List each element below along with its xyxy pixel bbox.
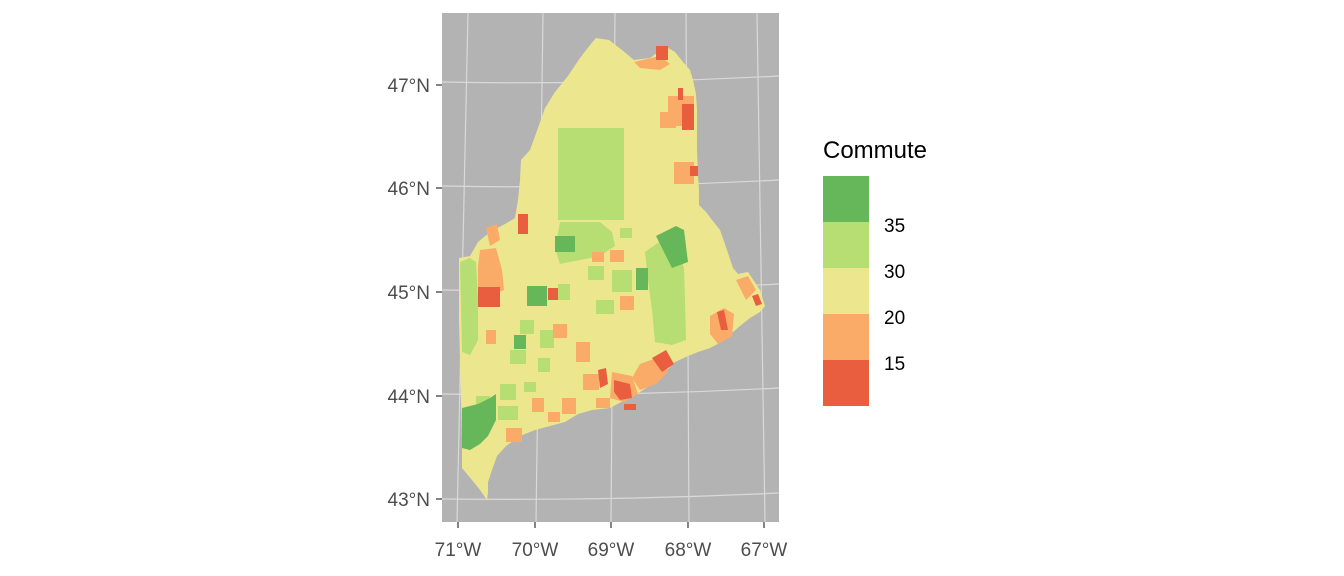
commute-regions: [460, 46, 762, 450]
region-light-green: [460, 258, 478, 355]
region-light-green: [520, 320, 534, 334]
region-dark-green: [462, 394, 496, 450]
x-tick-label: 68°W: [665, 540, 712, 561]
y-tick-label: 44°N: [388, 387, 430, 408]
region-light-green: [612, 270, 632, 292]
region-orange: [674, 162, 694, 184]
y-tick-label: 47°N: [388, 76, 430, 97]
region-light-green: [538, 358, 550, 372]
region-red: [518, 214, 528, 234]
region-red: [682, 104, 694, 130]
region-red: [656, 46, 668, 60]
region-red: [690, 166, 698, 176]
legend-swatch: [823, 268, 869, 314]
region-light-green: [596, 300, 614, 314]
x-tick-label: 70°W: [512, 540, 559, 561]
x-axis-labels: 71°W 70°W 69°W 68°W 67°W: [435, 540, 788, 561]
region-dark-green: [555, 236, 575, 252]
region-orange: [562, 398, 576, 414]
region-light-green: [540, 330, 554, 348]
region-dark-green: [527, 286, 547, 306]
region-orange: [736, 276, 756, 300]
axis-ticks: [436, 84, 765, 528]
legend-swatch: [823, 360, 869, 406]
legend-label: 35: [884, 216, 905, 237]
region-orange: [548, 412, 560, 422]
region-dark-green: [656, 226, 688, 268]
y-axis-labels: 47°N 46°N 45°N 44°N 43°N: [388, 76, 430, 511]
legend: Commute 35 30 20 15: [823, 137, 927, 406]
x-tick-label: 67°W: [741, 540, 788, 561]
region-light-green: [524, 382, 536, 392]
region-orange: [660, 112, 676, 128]
region-red: [752, 294, 762, 306]
legend-label: 20: [884, 308, 905, 329]
region-red: [678, 88, 683, 100]
region-orange: [576, 342, 590, 362]
region-orange: [592, 252, 604, 262]
region-red: [598, 368, 608, 388]
region-orange: [583, 374, 599, 390]
legend-title: Commute: [823, 137, 927, 164]
region-light-green: [588, 266, 604, 280]
y-tick-label: 45°N: [388, 283, 430, 304]
region-red: [652, 350, 674, 372]
region-orange: [553, 324, 567, 338]
legend-swatch: [823, 314, 869, 360]
region-orange: [610, 250, 624, 262]
region-orange: [620, 296, 634, 310]
region-dark-green: [514, 335, 526, 349]
x-tick-label: 71°W: [435, 540, 482, 561]
region-light-green: [510, 350, 526, 364]
region-red: [478, 287, 500, 307]
region-red: [548, 288, 558, 300]
region-light-green: [620, 228, 632, 238]
region-red: [614, 380, 632, 400]
region-light-green: [498, 406, 518, 420]
y-tick-label: 43°N: [388, 490, 430, 511]
region-orange: [532, 398, 544, 412]
region-orange: [486, 224, 500, 246]
x-tick-label: 69°W: [588, 540, 635, 561]
legend-swatch: [823, 176, 869, 222]
legend-label: 15: [884, 354, 905, 375]
region-red: [717, 310, 728, 330]
region-orange: [486, 330, 496, 344]
region-light-green: [500, 384, 516, 400]
region-dark-green: [636, 268, 648, 290]
region-light-green: [558, 128, 624, 220]
region-orange: [478, 248, 504, 296]
legend-swatch: [823, 222, 869, 268]
region-orange: [596, 398, 610, 408]
region-red: [624, 404, 636, 410]
region-light-green: [558, 284, 570, 300]
region-orange: [506, 428, 522, 442]
legend-label: 30: [884, 262, 905, 283]
y-tick-label: 46°N: [388, 179, 430, 200]
